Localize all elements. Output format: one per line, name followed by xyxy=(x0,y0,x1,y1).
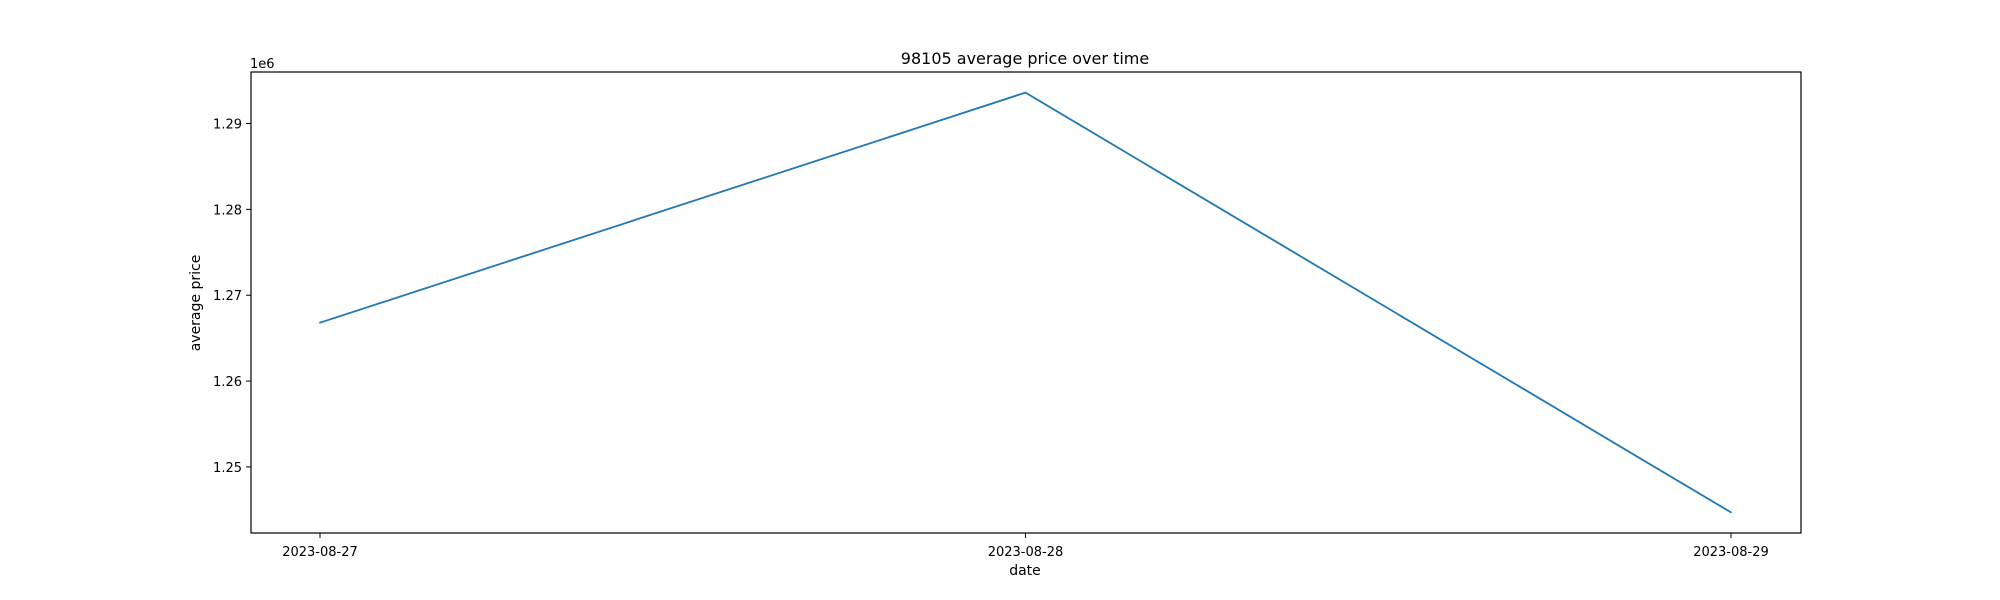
data-point xyxy=(319,321,321,324)
data-point xyxy=(1024,91,1027,94)
y-tick-label: 1.25 xyxy=(213,461,242,476)
y-tick-label: 1.26 xyxy=(213,375,242,390)
x-axis-label: date xyxy=(1009,563,1041,579)
y-tick-label: 1.27 xyxy=(213,289,242,304)
chart-title: 98105 average price over time xyxy=(901,49,1149,68)
x-tick-label: 2023-08-28 xyxy=(988,545,1064,560)
y-tick-label: 1.29 xyxy=(213,118,242,133)
y-axis-offset-label: 1e6 xyxy=(250,57,275,72)
x-axis-ticks: 2023-08-27 2023-08-28 2023-08-29 xyxy=(282,533,1769,560)
y-axis-label: average price xyxy=(188,255,204,352)
x-tick-label: 2023-08-27 xyxy=(282,545,358,560)
x-tick-label: 2023-08-29 xyxy=(1693,545,1769,560)
plot-area-frame xyxy=(250,71,1802,534)
data-series xyxy=(319,91,1732,514)
y-tick-label: 1.28 xyxy=(213,203,242,218)
y-axis-ticks: 1.25 1.26 1.27 1.28 1.29 xyxy=(213,118,251,476)
data-point xyxy=(1730,511,1732,514)
series-line xyxy=(319,91,1732,514)
